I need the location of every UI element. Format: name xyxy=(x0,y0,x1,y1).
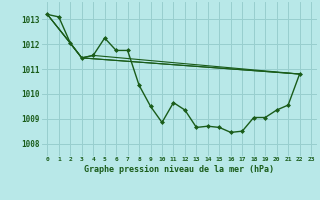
X-axis label: Graphe pression niveau de la mer (hPa): Graphe pression niveau de la mer (hPa) xyxy=(84,165,274,174)
